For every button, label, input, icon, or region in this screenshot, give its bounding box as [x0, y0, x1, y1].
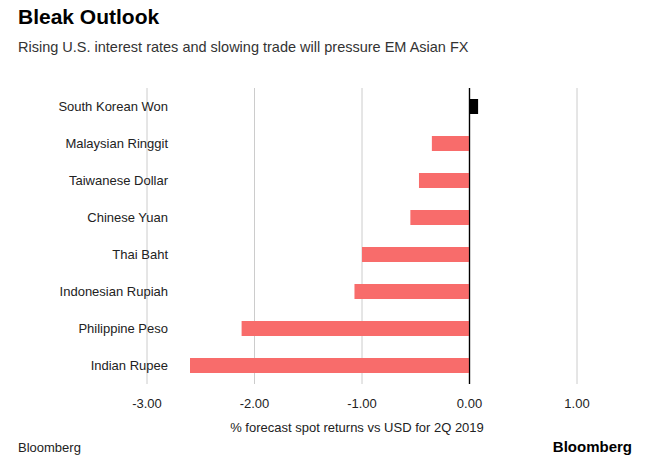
category-label: Indonesian Rupiah [60, 284, 168, 299]
grid-line [577, 88, 578, 384]
bar [190, 358, 470, 373]
bars [190, 99, 478, 373]
category-label: Philippine Peso [78, 321, 168, 336]
credit: Bloomberg [553, 438, 632, 455]
bar [419, 173, 470, 188]
category-label: Malaysian Ringgit [65, 136, 168, 151]
grid-line [147, 88, 148, 384]
zero-line [469, 88, 470, 384]
zero-line [469, 88, 470, 384]
bar [432, 136, 470, 151]
bar [410, 210, 469, 225]
tick-label: 1.00 [564, 396, 589, 411]
axis-label: % forecast spot returns vs USD for 2Q 20… [230, 420, 484, 435]
chart: Bleak Outlook Rising U.S. interest rates … [0, 0, 650, 465]
tick-label: -2.00 [240, 396, 270, 411]
category-label: Taiwanese Dollar [69, 173, 169, 188]
grid-line [362, 88, 363, 384]
source: Bloomberg [18, 440, 81, 455]
category-label: Indian Rupee [91, 358, 168, 373]
bar [470, 99, 479, 114]
tick-label: -1.00 [347, 396, 377, 411]
category-label: Thai Baht [112, 247, 168, 262]
category-label: Chinese Yuan [87, 210, 168, 225]
category-label: South Korean Won [58, 99, 168, 114]
bar [354, 284, 469, 299]
tick-label: 0.00 [457, 396, 482, 411]
bar [242, 321, 470, 336]
bar [362, 247, 470, 262]
tick-label: -3.00 [132, 396, 162, 411]
grid-line [254, 88, 255, 384]
grid [147, 88, 577, 384]
subtitle: Rising U.S. interest rates and slowing t… [18, 39, 469, 55]
title: Bleak Outlook [18, 5, 160, 28]
